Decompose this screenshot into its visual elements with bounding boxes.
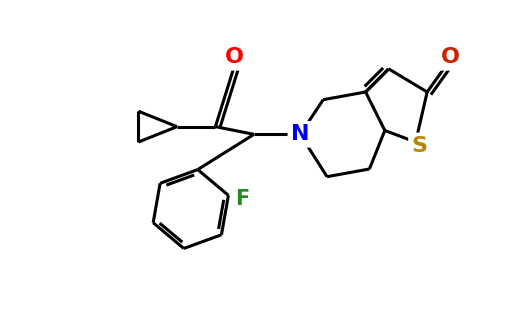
Text: F: F xyxy=(235,189,249,209)
Text: N: N xyxy=(291,124,309,144)
Text: S: S xyxy=(412,136,428,156)
Text: O: O xyxy=(225,47,244,67)
Text: O: O xyxy=(441,47,460,67)
